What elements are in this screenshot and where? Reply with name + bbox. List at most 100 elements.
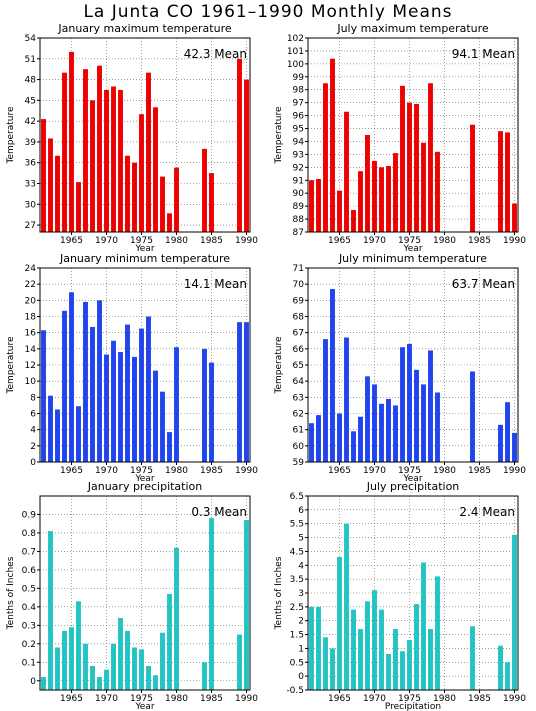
y-tick-label: 39 <box>25 138 37 148</box>
x-tick-label: 1980 <box>165 694 188 704</box>
bar-1989 <box>505 132 510 232</box>
y-tick-label: 42 <box>25 117 36 127</box>
x-tick-label: 1970 <box>95 236 118 246</box>
bar-1973 <box>125 630 130 690</box>
y-tick-label: 71 <box>293 264 304 274</box>
bar-1990 <box>512 534 517 690</box>
x-tick-label: 1975 <box>398 236 421 246</box>
bar-1963 <box>55 409 60 462</box>
x-tick-label: 1975 <box>130 236 153 246</box>
bar-1967 <box>351 210 356 232</box>
bar-1962 <box>48 531 53 690</box>
y-tick-label: 24 <box>25 264 37 274</box>
bar-1974 <box>400 347 405 462</box>
y-tick-label: 5.5 <box>290 520 304 530</box>
bar-1967 <box>351 431 356 462</box>
mean-label: 2.4 Mean <box>459 505 515 519</box>
y-tick-label: 0 <box>30 458 36 468</box>
y-tick-label: 90 <box>293 189 305 199</box>
y-tick-label: -0.5 <box>286 686 304 696</box>
bar-1967 <box>351 609 356 690</box>
bar-1990 <box>244 79 249 232</box>
y-tick-label: 51 <box>25 55 36 65</box>
y-tick-label: 1 <box>298 644 304 654</box>
bar-1965 <box>337 556 342 690</box>
bar-1979 <box>167 593 172 690</box>
bar-1979 <box>435 392 440 462</box>
bar-1977 <box>153 370 158 462</box>
bar-1969 <box>365 135 370 232</box>
bar-1969 <box>365 376 370 462</box>
y-tick-label: 59 <box>293 458 305 468</box>
bar-1968 <box>90 100 95 232</box>
bar-1989 <box>505 402 510 462</box>
bar-1977 <box>153 107 158 232</box>
x-tick-label: 1965 <box>328 466 351 476</box>
bar-1974 <box>400 85 405 232</box>
plot-frame <box>39 37 251 233</box>
x-axis-label: Precipitation <box>385 702 441 711</box>
bar-1968 <box>358 171 363 232</box>
bar-1970 <box>372 384 377 462</box>
bar-1984 <box>202 348 207 462</box>
y-tick-label: 6.5 <box>290 492 304 502</box>
bar-1968 <box>358 416 363 462</box>
bar-1973 <box>393 405 398 462</box>
bar-1964 <box>330 648 335 690</box>
bar-1962 <box>316 178 321 232</box>
x-tick-label: 1965 <box>60 466 83 476</box>
bar-1971 <box>111 340 116 462</box>
bar-1985 <box>209 173 214 232</box>
bar-1966 <box>76 406 81 462</box>
bar-1990 <box>512 203 517 232</box>
bar-1988 <box>498 131 503 232</box>
x-tick-label: 1970 <box>363 236 386 246</box>
bar-1979 <box>435 151 440 232</box>
y-tick-label: 63 <box>293 393 304 403</box>
y-tick-label: 99 <box>293 73 305 83</box>
y-tick-label: 54 <box>25 34 37 44</box>
bar-1965 <box>69 292 74 462</box>
y-tick-label: 70 <box>293 280 305 290</box>
bar-1988 <box>498 645 503 690</box>
bar-1975 <box>139 649 144 690</box>
x-tick-label: 1965 <box>60 236 83 246</box>
bar-1969 <box>97 65 102 232</box>
chart-july-precipitation: July precipitation -0.5 0 0.5 1 1.5 2 2.5 3 3.5 4 4… <box>274 480 526 711</box>
y-tick-label: 5 <box>298 534 304 544</box>
bar-1976 <box>146 72 151 232</box>
bar-1961 <box>309 180 314 232</box>
y-tick-label: 14 <box>25 345 37 355</box>
x-tick-label: 1975 <box>398 466 421 476</box>
mean-label: 63.7 Mean <box>452 277 515 291</box>
y-tick-label: 0.3 <box>22 621 36 631</box>
y-tick-label: 96 <box>293 112 305 122</box>
bar-1967 <box>83 301 88 462</box>
bar-1970 <box>104 354 109 462</box>
y-tick-label: 0 <box>30 677 36 687</box>
bar-1961 <box>41 330 46 462</box>
bar-1975 <box>407 102 412 233</box>
y-tick-label: 0.5 <box>290 658 304 668</box>
x-tick-label: 1985 <box>200 466 223 476</box>
y-tick-label: 3.5 <box>290 575 304 585</box>
bar-1977 <box>421 562 426 690</box>
bar-1962 <box>48 138 53 232</box>
bar-1979 <box>435 576 440 690</box>
x-tick-label: 1970 <box>95 466 118 476</box>
chart-july-max-temperature: July maximum temperature 87 88 89 90 91 92 93 94… <box>274 22 526 254</box>
bar-1970 <box>372 160 377 232</box>
bar-1962 <box>48 395 53 462</box>
bar-1965 <box>69 51 74 232</box>
bar-1964 <box>330 289 335 462</box>
y-tick-label: 61 <box>293 426 304 436</box>
x-tick-label: 1990 <box>503 694 526 704</box>
bar-1990 <box>244 322 249 462</box>
bar-1962 <box>316 606 321 690</box>
bar-1972 <box>118 352 123 462</box>
y-tick-label: 0.8 <box>22 529 37 539</box>
bar-1976 <box>146 316 151 462</box>
chart-title: July precipitation <box>366 480 460 493</box>
bar-1969 <box>97 300 102 462</box>
y-tick-label: 69 <box>293 296 305 306</box>
